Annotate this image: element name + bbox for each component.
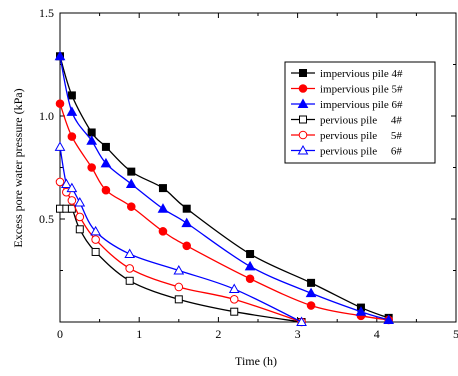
chart-legend: impervious pile 4# impervious pile 5# impe… (284, 61, 436, 164)
legend-marker (299, 69, 307, 77)
x-tick-label: 0 (57, 327, 63, 341)
data-point (66, 106, 78, 116)
y-tick-label: 1.0 (39, 109, 54, 123)
legend-marker (297, 98, 309, 108)
data-point (181, 217, 193, 228)
data-point (86, 135, 98, 145)
legend-label: pervious pile 5# (320, 130, 402, 142)
series-4 (56, 204, 306, 326)
data-point (67, 132, 77, 141)
data-point (101, 142, 110, 151)
x-tick-label: 3 (295, 327, 301, 341)
data-point (245, 274, 255, 284)
data-point (126, 202, 136, 211)
legend-label: impervious pile 6# (320, 99, 403, 111)
data-point (60, 178, 72, 188)
data-point (182, 204, 191, 213)
x-tick-label: 2 (215, 327, 221, 341)
data-point (75, 212, 85, 222)
data-point (244, 260, 256, 271)
data-point (87, 163, 96, 172)
chart-series-layer (54, 50, 395, 327)
legend-item: impervious pile 6# (291, 98, 403, 111)
data-point (174, 282, 184, 292)
legend-marker (298, 84, 308, 93)
data-point (90, 225, 101, 236)
legend-label: impervious pile 4# (320, 68, 403, 80)
data-point (383, 314, 395, 324)
data-point (228, 283, 240, 294)
legend-label: pervious pile 4# (320, 115, 402, 127)
x-axis-label: Time (h) (235, 354, 277, 368)
data-point (66, 182, 78, 193)
series-5 (55, 177, 306, 327)
data-point (158, 184, 167, 193)
data-point (296, 316, 307, 326)
data-point (74, 197, 86, 207)
legend-label: impervious pile 5# (320, 84, 403, 96)
data-point (67, 196, 77, 205)
series-3 (54, 50, 395, 324)
x-tick-label: 5 (453, 327, 458, 341)
data-point (54, 141, 66, 151)
x-tick-label: 4 (374, 327, 380, 341)
data-point (246, 250, 255, 259)
data-point (55, 177, 65, 187)
data-point (355, 306, 367, 316)
legend-item: pervious pile 4# (291, 115, 402, 127)
legend-marker (299, 115, 307, 124)
data-point (55, 99, 65, 108)
data-point (157, 203, 169, 213)
legend-marker (298, 130, 308, 140)
data-point (182, 241, 192, 251)
data-point (91, 247, 100, 256)
series-6 (54, 141, 307, 326)
y-axis-label: Excess pore water pressure (kPa) (11, 88, 25, 247)
legend-box (284, 61, 436, 164)
data-point (229, 295, 239, 304)
data-point (75, 225, 84, 234)
data-point (125, 276, 134, 285)
data-point (87, 128, 96, 137)
legend-item: impervious pile 5# (291, 84, 403, 96)
data-point (125, 264, 134, 273)
data-point (125, 178, 137, 188)
data-point (91, 235, 100, 244)
data-point (100, 157, 112, 168)
legend-item: impervious pile 4# (291, 68, 403, 80)
data-point (67, 91, 76, 100)
legend-item: pervious pile 5# (291, 130, 402, 142)
legend-item: pervious pile 6# (291, 144, 402, 158)
data-point (124, 248, 136, 259)
legend-marker (297, 144, 309, 155)
chart-axes-layer: 0 1 2 3 4 5 0.5 1.0 1.5 (39, 6, 458, 341)
y-tick-label: 1.5 (39, 6, 54, 20)
data-point (158, 227, 168, 236)
legend-label: pervious pile 6# (320, 146, 402, 158)
series-line (59, 206, 302, 323)
data-point (173, 264, 185, 275)
data-point (54, 50, 66, 61)
data-point (306, 301, 316, 310)
y-tick-label: 0.5 (39, 212, 54, 226)
data-point (174, 295, 183, 304)
plot-frame (59, 12, 457, 323)
data-point (307, 278, 316, 287)
data-point (101, 185, 111, 195)
x-tick-label: 1 (136, 327, 142, 341)
data-point (305, 287, 317, 298)
data-point (127, 167, 136, 176)
data-point (230, 307, 239, 316)
